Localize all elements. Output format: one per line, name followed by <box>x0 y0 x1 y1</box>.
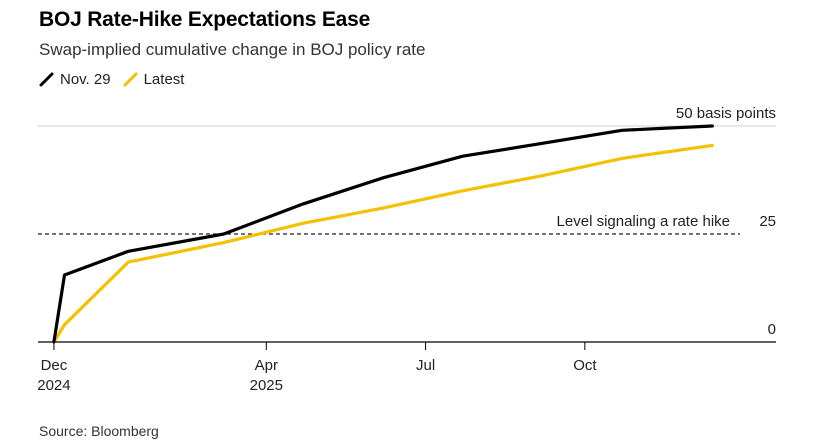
x-tick-label-jul: Jul <box>416 357 435 374</box>
chart-subtitle: Swap-implied cumulative change in BOJ po… <box>39 40 426 59</box>
x-tick-label-dec: Dec <box>41 357 68 374</box>
rate-hike-annotation: Level signaling a rate hike <box>557 213 730 230</box>
legend: Nov. 29 Latest <box>39 71 196 88</box>
x-tick-sublabel-2025: 2025 <box>250 377 283 394</box>
x-tick-label-oct: Oct <box>573 357 597 374</box>
y-tick-label-0: 0 <box>768 321 776 338</box>
series-line-nov-29 <box>52 124 714 344</box>
legend-swatch-nov29-icon <box>39 72 54 87</box>
legend-item-latest: Latest <box>123 71 185 88</box>
y-tick-label-50: 50 basis points <box>676 105 776 122</box>
y-tick-label-25: 25 <box>759 213 776 230</box>
x-tick-label-apr: Apr <box>255 357 278 374</box>
legend-label-latest: Latest <box>143 71 185 88</box>
x-tick-sublabel-2024: 2024 <box>37 377 70 394</box>
legend-swatch-latest-icon <box>123 72 138 87</box>
legend-label-nov29: Nov. 29 <box>60 71 111 88</box>
chart-title: BOJ Rate-Hike Expectations Ease <box>39 8 371 31</box>
legend-item-nov29: Nov. 29 <box>39 71 111 88</box>
source-note: Source: Bloomberg <box>39 423 159 439</box>
series-line-latest <box>52 143 714 344</box>
